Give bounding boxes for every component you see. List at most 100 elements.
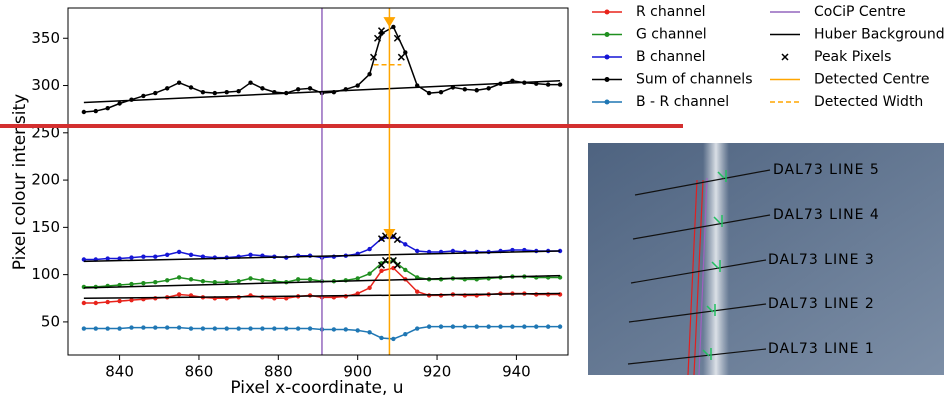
inset-labels: DAL73 LINE 5 DAL73 LINE 4 DAL73 LINE 3 DAL7…: [768, 162, 880, 357]
series-point: [236, 89, 241, 94]
y-tick-label: 100: [31, 265, 60, 283]
series-point: [117, 256, 122, 261]
series-point: [200, 326, 206, 331]
series-point: [307, 86, 313, 91]
legend-swatch: [604, 54, 610, 60]
legend-swatch: [781, 53, 789, 61]
series-point: [129, 281, 134, 287]
peak-pixel: [397, 53, 405, 61]
series-point: [462, 324, 468, 329]
series-point: [81, 326, 87, 331]
series-point: [212, 326, 218, 331]
series-point: [200, 279, 206, 284]
series-point: [545, 82, 551, 87]
y-tick-label: 50: [41, 312, 60, 330]
x-tick-label: 840: [105, 363, 134, 381]
legend-swatch: [604, 77, 610, 82]
series-point: [367, 71, 372, 77]
inset-lines: [627, 169, 771, 365]
peak-pixel: [381, 256, 389, 264]
series-point: [141, 280, 146, 286]
series-point: [450, 248, 456, 254]
series-point: [260, 86, 265, 91]
series-point: [188, 277, 194, 282]
series-point: [117, 326, 122, 331]
series-point: [260, 326, 265, 331]
x-tick-label: 900: [343, 363, 372, 381]
peak-pixel: [393, 236, 401, 244]
series-point: [248, 326, 253, 331]
series-point: [403, 242, 408, 247]
series-point: [165, 278, 170, 283]
series-point: [188, 252, 194, 257]
series-point: [355, 276, 360, 281]
background-line: [83, 292, 561, 300]
inset-photo: DAL73 LINE 5 DAL73 LINE 4 DAL73 LINE 3 DAL7…: [588, 143, 944, 376]
series-point: [105, 299, 110, 305]
series-point: [284, 296, 289, 301]
x-tick-label: 860: [185, 363, 214, 381]
series-point: [510, 324, 515, 329]
series-point: [224, 326, 229, 331]
background-line: [83, 274, 561, 289]
series-point: [129, 297, 134, 303]
series-point: [498, 324, 503, 329]
series-point: [438, 324, 444, 329]
series-point: [141, 254, 146, 259]
legend-label: Detected Centre: [814, 72, 929, 88]
y-tick-label: 300: [31, 76, 60, 94]
series-point: [188, 326, 194, 331]
series-point: [165, 252, 170, 257]
series-point: [486, 324, 491, 329]
series-point: [367, 271, 372, 276]
series-point: [212, 279, 218, 285]
series-point: [153, 325, 158, 330]
series-point: [403, 331, 408, 337]
series-point: [141, 93, 146, 99]
series-point: [224, 89, 229, 95]
series-point: [367, 330, 372, 335]
series-point: [117, 298, 122, 304]
series-point: [153, 279, 158, 285]
series-point: [295, 277, 301, 282]
series-point: [557, 324, 563, 329]
background-line: [83, 250, 561, 263]
series-point: [355, 83, 360, 88]
inset-background: [588, 143, 944, 375]
series-point: [212, 90, 218, 96]
series-point: [415, 289, 420, 294]
series-point: [81, 300, 87, 306]
series-point: [415, 248, 420, 254]
series-point: [93, 326, 98, 331]
x-tick-label: 920: [423, 363, 452, 381]
legend-label: Huber Background: [814, 27, 945, 43]
series-point: [331, 327, 337, 332]
series-point: [188, 85, 194, 90]
series-point: [403, 267, 408, 273]
legend-swatch: [604, 99, 610, 105]
peak-pixel: [393, 34, 401, 42]
series-point: [117, 282, 122, 288]
y-tick-label: 350: [31, 29, 60, 47]
series-point: [260, 278, 265, 283]
legend-swatch: [604, 32, 610, 37]
series-point: [176, 325, 182, 330]
legend-label: CoCiP Centre: [814, 4, 906, 20]
legend-label: Peak Pixels: [814, 49, 891, 65]
legend-label: R channel: [636, 4, 706, 20]
peak-marker: [383, 17, 396, 28]
series-point: [415, 326, 420, 331]
y-axis-label: Pixel colour intensity: [10, 94, 30, 270]
series-point: [391, 265, 396, 271]
series-point: [117, 101, 122, 106]
y-tick-label: 200: [31, 171, 60, 189]
series-point: [557, 275, 563, 280]
series-point: [307, 277, 313, 282]
legend-label: B channel: [636, 49, 705, 65]
inset-label: DAL73 LINE 5: [773, 162, 880, 178]
legend-label: B - R channel: [636, 94, 729, 110]
series-point: [153, 254, 158, 259]
series-point: [367, 285, 372, 291]
inset-label: DAL73 LINE 2: [768, 296, 875, 312]
series-point: [522, 324, 527, 329]
